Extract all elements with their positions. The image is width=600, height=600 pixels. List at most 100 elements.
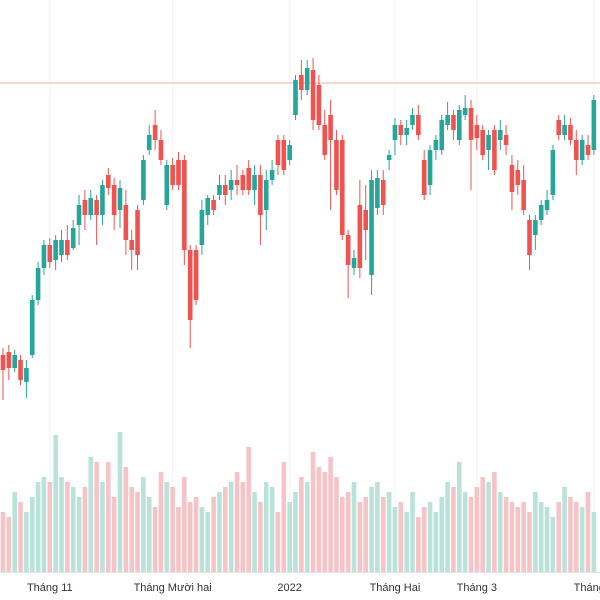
candle-body bbox=[334, 140, 339, 190]
candle-body bbox=[135, 210, 140, 255]
candle-body bbox=[287, 145, 292, 160]
volume-bar bbox=[35, 482, 41, 572]
candle-body bbox=[486, 135, 491, 150]
volume-bar bbox=[82, 487, 88, 572]
volume-bar bbox=[404, 512, 409, 572]
candle-body bbox=[41, 245, 47, 268]
volume-bar bbox=[386, 492, 392, 572]
candle-body bbox=[65, 240, 70, 255]
candle-body bbox=[404, 128, 409, 135]
volume-bar bbox=[65, 482, 70, 572]
candle-body bbox=[556, 120, 562, 135]
volume-bar bbox=[509, 502, 515, 572]
candle-body bbox=[380, 180, 386, 205]
volume-bar bbox=[357, 502, 363, 572]
volume-bar bbox=[340, 497, 345, 572]
candle-body bbox=[129, 240, 134, 250]
candle-body bbox=[480, 130, 485, 155]
volume-bar bbox=[164, 482, 170, 572]
volume-bar bbox=[579, 507, 585, 572]
candle-body bbox=[24, 368, 29, 382]
candle-body bbox=[123, 205, 129, 240]
volume-bar bbox=[41, 477, 47, 572]
candle-body bbox=[152, 125, 158, 140]
volume-bar bbox=[497, 492, 503, 572]
candle-body bbox=[146, 135, 152, 150]
volume-bar bbox=[421, 507, 427, 572]
candle-body bbox=[457, 110, 462, 140]
candle-body bbox=[170, 165, 175, 185]
volume-bar bbox=[217, 492, 222, 572]
candle-body bbox=[363, 210, 368, 230]
volume-bar bbox=[304, 482, 310, 572]
volume-bar bbox=[363, 497, 368, 572]
candle-body bbox=[252, 175, 257, 190]
candle-body bbox=[579, 140, 585, 160]
volume-bar bbox=[556, 502, 562, 572]
candle-body bbox=[158, 140, 164, 160]
candle-body bbox=[445, 115, 450, 125]
candle-body bbox=[585, 145, 591, 155]
candle-body bbox=[392, 125, 398, 140]
candle-body bbox=[462, 108, 468, 115]
volume-bar bbox=[117, 432, 123, 572]
candle-body bbox=[246, 168, 251, 190]
volume-bar bbox=[462, 492, 468, 572]
volume-bar bbox=[141, 477, 146, 572]
candle-body bbox=[492, 130, 497, 170]
volume-bar bbox=[205, 512, 211, 572]
candle-body bbox=[199, 210, 205, 245]
volume-bar bbox=[316, 467, 322, 572]
volume-bar bbox=[269, 487, 275, 572]
x-tick-label: 2022 bbox=[277, 582, 301, 594]
volume-bar bbox=[299, 477, 304, 572]
candle-body bbox=[468, 108, 474, 140]
candle-body bbox=[53, 240, 58, 260]
candle-body bbox=[474, 125, 480, 138]
volume-bar bbox=[486, 482, 491, 572]
candle-body bbox=[439, 120, 445, 150]
candle-body bbox=[228, 180, 234, 190]
volume-bar bbox=[451, 487, 456, 572]
candle-body bbox=[544, 200, 550, 210]
candle-body bbox=[421, 160, 427, 195]
volume-bar bbox=[176, 507, 181, 572]
volume-bar bbox=[427, 502, 433, 572]
volume-bar bbox=[211, 497, 216, 572]
candle-body bbox=[345, 235, 351, 265]
volume-bar bbox=[182, 477, 187, 572]
volume-bar bbox=[433, 512, 439, 572]
candle-body bbox=[533, 220, 538, 235]
candle-body bbox=[275, 140, 281, 165]
volume-bar bbox=[328, 457, 333, 572]
candle-body bbox=[187, 250, 193, 320]
volume-bar bbox=[591, 512, 597, 572]
x-tick-label: Tháng 11 bbox=[27, 582, 73, 594]
volume-bar bbox=[158, 472, 164, 572]
candle-body bbox=[503, 135, 509, 145]
volume-bar bbox=[123, 467, 129, 572]
candle-body bbox=[322, 125, 328, 155]
candle-body bbox=[515, 170, 521, 185]
candle-body bbox=[410, 115, 415, 125]
volume-bar bbox=[503, 497, 509, 572]
candle-body bbox=[451, 115, 456, 130]
candle-body bbox=[550, 150, 556, 195]
candle-body bbox=[263, 180, 269, 210]
volume-bar bbox=[468, 497, 474, 572]
candle-body bbox=[509, 165, 515, 192]
candle-body bbox=[293, 80, 298, 115]
candle-body bbox=[375, 178, 380, 208]
volume-bar bbox=[29, 497, 35, 572]
candle-body bbox=[141, 160, 146, 200]
volume-bar bbox=[228, 482, 234, 572]
candle-body bbox=[223, 185, 228, 195]
candle-body bbox=[217, 185, 222, 195]
candle-body bbox=[386, 155, 392, 160]
volume-bar bbox=[474, 487, 480, 572]
volume-bar bbox=[521, 502, 526, 572]
volume-bar bbox=[187, 502, 193, 572]
volume-bar bbox=[59, 477, 64, 572]
candle-body bbox=[398, 125, 404, 135]
